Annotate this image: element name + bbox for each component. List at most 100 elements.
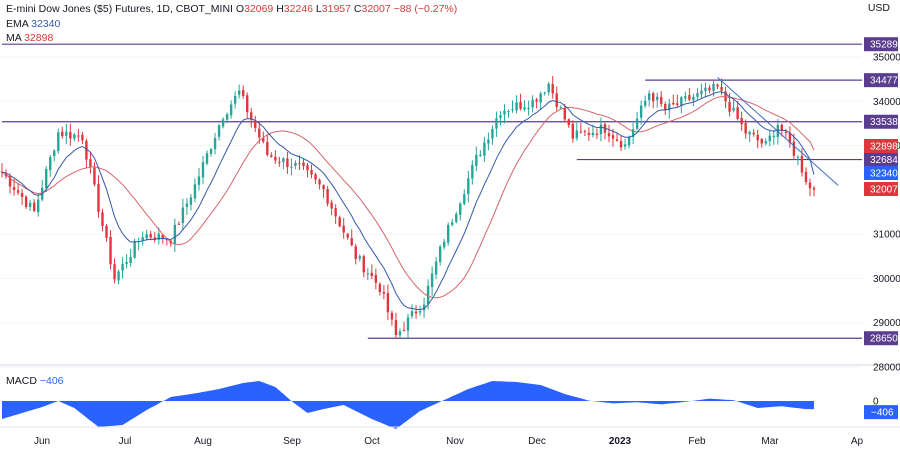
candle-body — [390, 312, 394, 320]
candle-body — [314, 174, 317, 180]
candle-body — [342, 225, 345, 233]
candle-body — [282, 158, 285, 163]
candle — [446, 222, 450, 246]
candle-body — [45, 168, 48, 189]
candle-body — [101, 212, 104, 226]
candle — [101, 208, 104, 232]
candle-body — [32, 202, 36, 211]
candle — [173, 218, 177, 253]
ohlc-values: O32069 H32246 L31957 C32007 −88 (−0.27%) — [236, 3, 457, 15]
candle — [378, 282, 382, 296]
ema-legend-row[interactable]: EMA 32340 — [6, 17, 457, 32]
candle — [205, 150, 209, 166]
candle-body — [772, 135, 776, 137]
candle-body — [237, 90, 241, 95]
candle-body — [113, 264, 116, 280]
candle-body — [704, 87, 707, 92]
candle-body — [559, 107, 562, 109]
candle — [314, 172, 317, 185]
currency-label[interactable]: USD — [867, 2, 890, 14]
candle-body — [318, 179, 321, 185]
candle — [77, 128, 80, 142]
candle-body — [36, 199, 40, 213]
candle-body — [105, 225, 108, 238]
candle — [531, 95, 534, 113]
candle-body — [495, 118, 498, 129]
candle — [599, 117, 603, 142]
candle-body — [141, 237, 144, 241]
candle-body — [177, 223, 181, 225]
candle-body — [338, 217, 341, 227]
candle — [53, 149, 56, 162]
time-axis[interactable]: Jun Jul Aug Sep Oct Nov Dec 2023 Feb Mar Ap — [0, 426, 900, 447]
low-label: L — [315, 3, 322, 15]
candle-body — [133, 241, 136, 258]
candle — [635, 112, 639, 131]
candle — [0, 163, 4, 178]
candle — [764, 138, 767, 146]
candle-body — [246, 95, 249, 113]
macd-axis[interactable]: 0−406 — [864, 397, 898, 420]
level-badge-label: 34477 — [870, 76, 898, 87]
candle — [740, 111, 743, 131]
candle-body — [109, 236, 112, 265]
trend-line[interactable] — [717, 76, 839, 186]
ma-label: MA — [6, 32, 22, 44]
symbol-title[interactable]: E-mini Dow Jones ($5) Futures, 1D, CBOT_… — [6, 3, 233, 15]
candle — [571, 120, 575, 143]
candle — [744, 119, 747, 139]
candle — [724, 86, 727, 109]
ma-price-badge-label: 32898 — [870, 142, 898, 153]
price-axis[interactable]: 35000340003300031000300002900028000 — [873, 53, 900, 374]
candle-body — [250, 112, 253, 120]
candle — [137, 237, 140, 251]
candle-body — [354, 246, 357, 259]
candle — [149, 230, 152, 241]
candle — [631, 122, 635, 145]
candle — [189, 193, 193, 211]
ma-legend-row[interactable]: MA 32898 — [6, 31, 457, 46]
candle — [254, 115, 257, 133]
candle — [197, 167, 201, 191]
candle — [643, 95, 647, 109]
candle-body — [406, 317, 410, 331]
candle — [310, 164, 313, 179]
candle-body — [205, 153, 209, 164]
candle-body — [258, 128, 261, 138]
candle-body — [756, 134, 759, 141]
candle — [141, 231, 144, 246]
candle-body — [475, 154, 478, 166]
candle-body — [575, 130, 579, 139]
time-tick-label: Aug — [194, 436, 212, 447]
candle — [796, 155, 800, 166]
candle — [619, 135, 623, 152]
candle-body — [611, 135, 615, 139]
candle-body — [422, 304, 426, 311]
candle — [65, 123, 68, 145]
candle — [89, 152, 92, 174]
candle-body — [402, 330, 406, 332]
candle — [442, 238, 446, 250]
candle — [615, 132, 619, 142]
candle — [672, 94, 675, 106]
candle-body — [145, 234, 148, 239]
candle — [647, 90, 651, 107]
macd-legend[interactable]: MACD −406 — [6, 375, 64, 387]
candle-body — [463, 194, 466, 204]
candle-body — [330, 202, 333, 209]
candle — [362, 254, 365, 278]
candle-body — [358, 256, 361, 259]
candle-body — [157, 233, 160, 240]
candle-body — [378, 284, 382, 293]
candle — [185, 198, 189, 216]
candle-body — [125, 261, 128, 264]
candle — [696, 88, 699, 100]
price-tick-label: 30000 — [873, 274, 900, 285]
candle — [326, 186, 329, 207]
candle — [503, 104, 506, 124]
candle — [97, 175, 100, 218]
candle-body — [587, 132, 591, 135]
candle-body — [692, 96, 695, 101]
candle-body — [607, 133, 611, 137]
